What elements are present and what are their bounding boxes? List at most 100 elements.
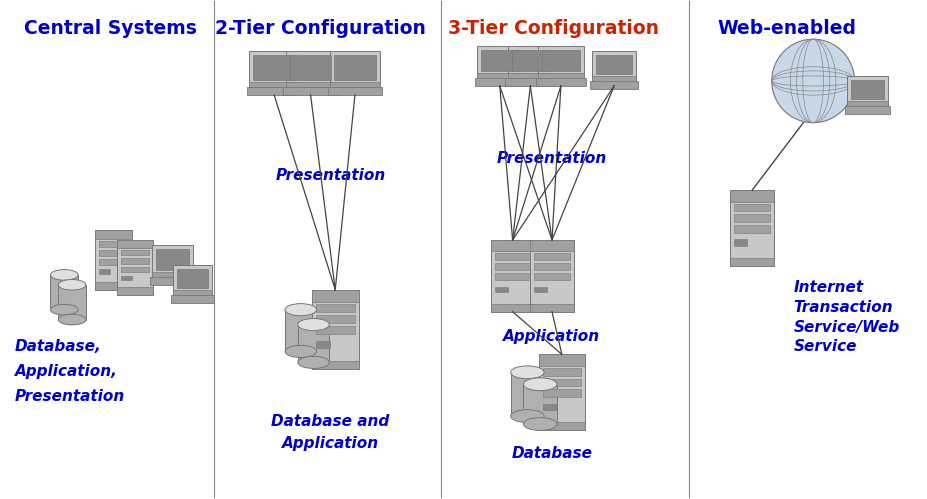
Text: Application,: Application, bbox=[15, 364, 118, 379]
Ellipse shape bbox=[298, 356, 329, 368]
Bar bbox=[95, 230, 132, 290]
Bar bbox=[152, 272, 193, 277]
Bar bbox=[118, 240, 153, 295]
Bar bbox=[315, 304, 354, 312]
Bar bbox=[118, 240, 153, 249]
Text: Presentation: Presentation bbox=[275, 168, 385, 183]
Bar bbox=[507, 73, 552, 78]
Bar bbox=[730, 190, 773, 202]
Bar bbox=[511, 50, 549, 71]
Bar bbox=[315, 315, 354, 323]
Bar bbox=[534, 253, 569, 260]
Bar bbox=[733, 225, 769, 233]
Text: Central Systems: Central Systems bbox=[24, 19, 197, 38]
Bar bbox=[298, 324, 329, 362]
Bar bbox=[249, 82, 298, 87]
Bar bbox=[171, 295, 214, 303]
Bar bbox=[529, 240, 573, 312]
Bar bbox=[523, 384, 556, 424]
Bar bbox=[311, 290, 359, 369]
Bar bbox=[730, 190, 773, 266]
Bar bbox=[285, 310, 316, 351]
Ellipse shape bbox=[510, 410, 543, 423]
Bar bbox=[542, 389, 580, 397]
Bar bbox=[172, 265, 212, 295]
Bar bbox=[315, 341, 329, 348]
Text: Web-enabled: Web-enabled bbox=[717, 19, 856, 38]
Bar bbox=[95, 230, 132, 239]
Bar bbox=[98, 241, 128, 247]
Ellipse shape bbox=[50, 304, 78, 315]
Bar bbox=[121, 250, 149, 255]
Bar bbox=[490, 304, 534, 312]
Ellipse shape bbox=[523, 418, 556, 431]
Bar bbox=[172, 290, 212, 295]
Bar bbox=[542, 379, 580, 386]
Text: Database,: Database, bbox=[15, 339, 102, 354]
Ellipse shape bbox=[510, 366, 543, 379]
Bar bbox=[505, 78, 554, 86]
Ellipse shape bbox=[285, 345, 316, 357]
Bar bbox=[850, 80, 883, 99]
Bar bbox=[286, 51, 335, 87]
Bar bbox=[334, 55, 375, 80]
Bar bbox=[490, 240, 534, 312]
Bar bbox=[118, 287, 153, 295]
Bar bbox=[733, 240, 746, 246]
Text: Database and: Database and bbox=[271, 414, 389, 429]
Bar bbox=[121, 267, 149, 272]
Ellipse shape bbox=[523, 378, 556, 391]
Bar bbox=[247, 87, 301, 95]
Bar bbox=[510, 372, 543, 416]
Bar bbox=[534, 263, 569, 270]
Bar bbox=[98, 250, 128, 256]
Bar bbox=[529, 240, 573, 251]
Bar bbox=[286, 82, 335, 87]
Bar bbox=[289, 55, 331, 80]
Text: Database: Database bbox=[511, 447, 591, 462]
Bar bbox=[730, 258, 773, 266]
Ellipse shape bbox=[50, 269, 78, 280]
Bar bbox=[98, 269, 109, 273]
Bar bbox=[283, 87, 337, 95]
Bar bbox=[152, 245, 193, 277]
Bar bbox=[590, 81, 637, 89]
Bar bbox=[156, 249, 189, 270]
Bar bbox=[98, 259, 128, 264]
Bar bbox=[733, 204, 769, 212]
Text: Application: Application bbox=[282, 436, 378, 451]
Bar bbox=[121, 258, 149, 264]
Bar bbox=[844, 106, 889, 114]
Bar bbox=[596, 55, 631, 74]
Bar bbox=[475, 78, 524, 86]
Text: Presentation: Presentation bbox=[496, 151, 606, 166]
Bar bbox=[591, 76, 635, 81]
Bar bbox=[311, 290, 359, 302]
Bar bbox=[541, 50, 579, 71]
Bar bbox=[480, 50, 518, 71]
Bar bbox=[845, 101, 887, 106]
Bar bbox=[95, 282, 132, 290]
Bar bbox=[253, 55, 295, 80]
Ellipse shape bbox=[285, 303, 316, 316]
Bar bbox=[494, 286, 507, 292]
Bar bbox=[536, 78, 585, 86]
Bar bbox=[494, 273, 529, 280]
Bar bbox=[538, 73, 583, 78]
Ellipse shape bbox=[58, 314, 86, 325]
Bar bbox=[121, 275, 132, 280]
Bar bbox=[539, 422, 584, 430]
Ellipse shape bbox=[771, 39, 854, 123]
Bar bbox=[494, 263, 529, 270]
Bar bbox=[330, 51, 379, 87]
Bar bbox=[529, 304, 573, 312]
Bar bbox=[311, 361, 359, 369]
Text: Presentation: Presentation bbox=[15, 389, 125, 404]
Bar bbox=[534, 286, 547, 292]
Bar bbox=[542, 404, 556, 410]
Bar bbox=[534, 273, 569, 280]
Bar bbox=[494, 253, 529, 260]
Bar bbox=[542, 368, 580, 376]
Bar bbox=[476, 73, 522, 78]
Bar bbox=[176, 269, 208, 288]
